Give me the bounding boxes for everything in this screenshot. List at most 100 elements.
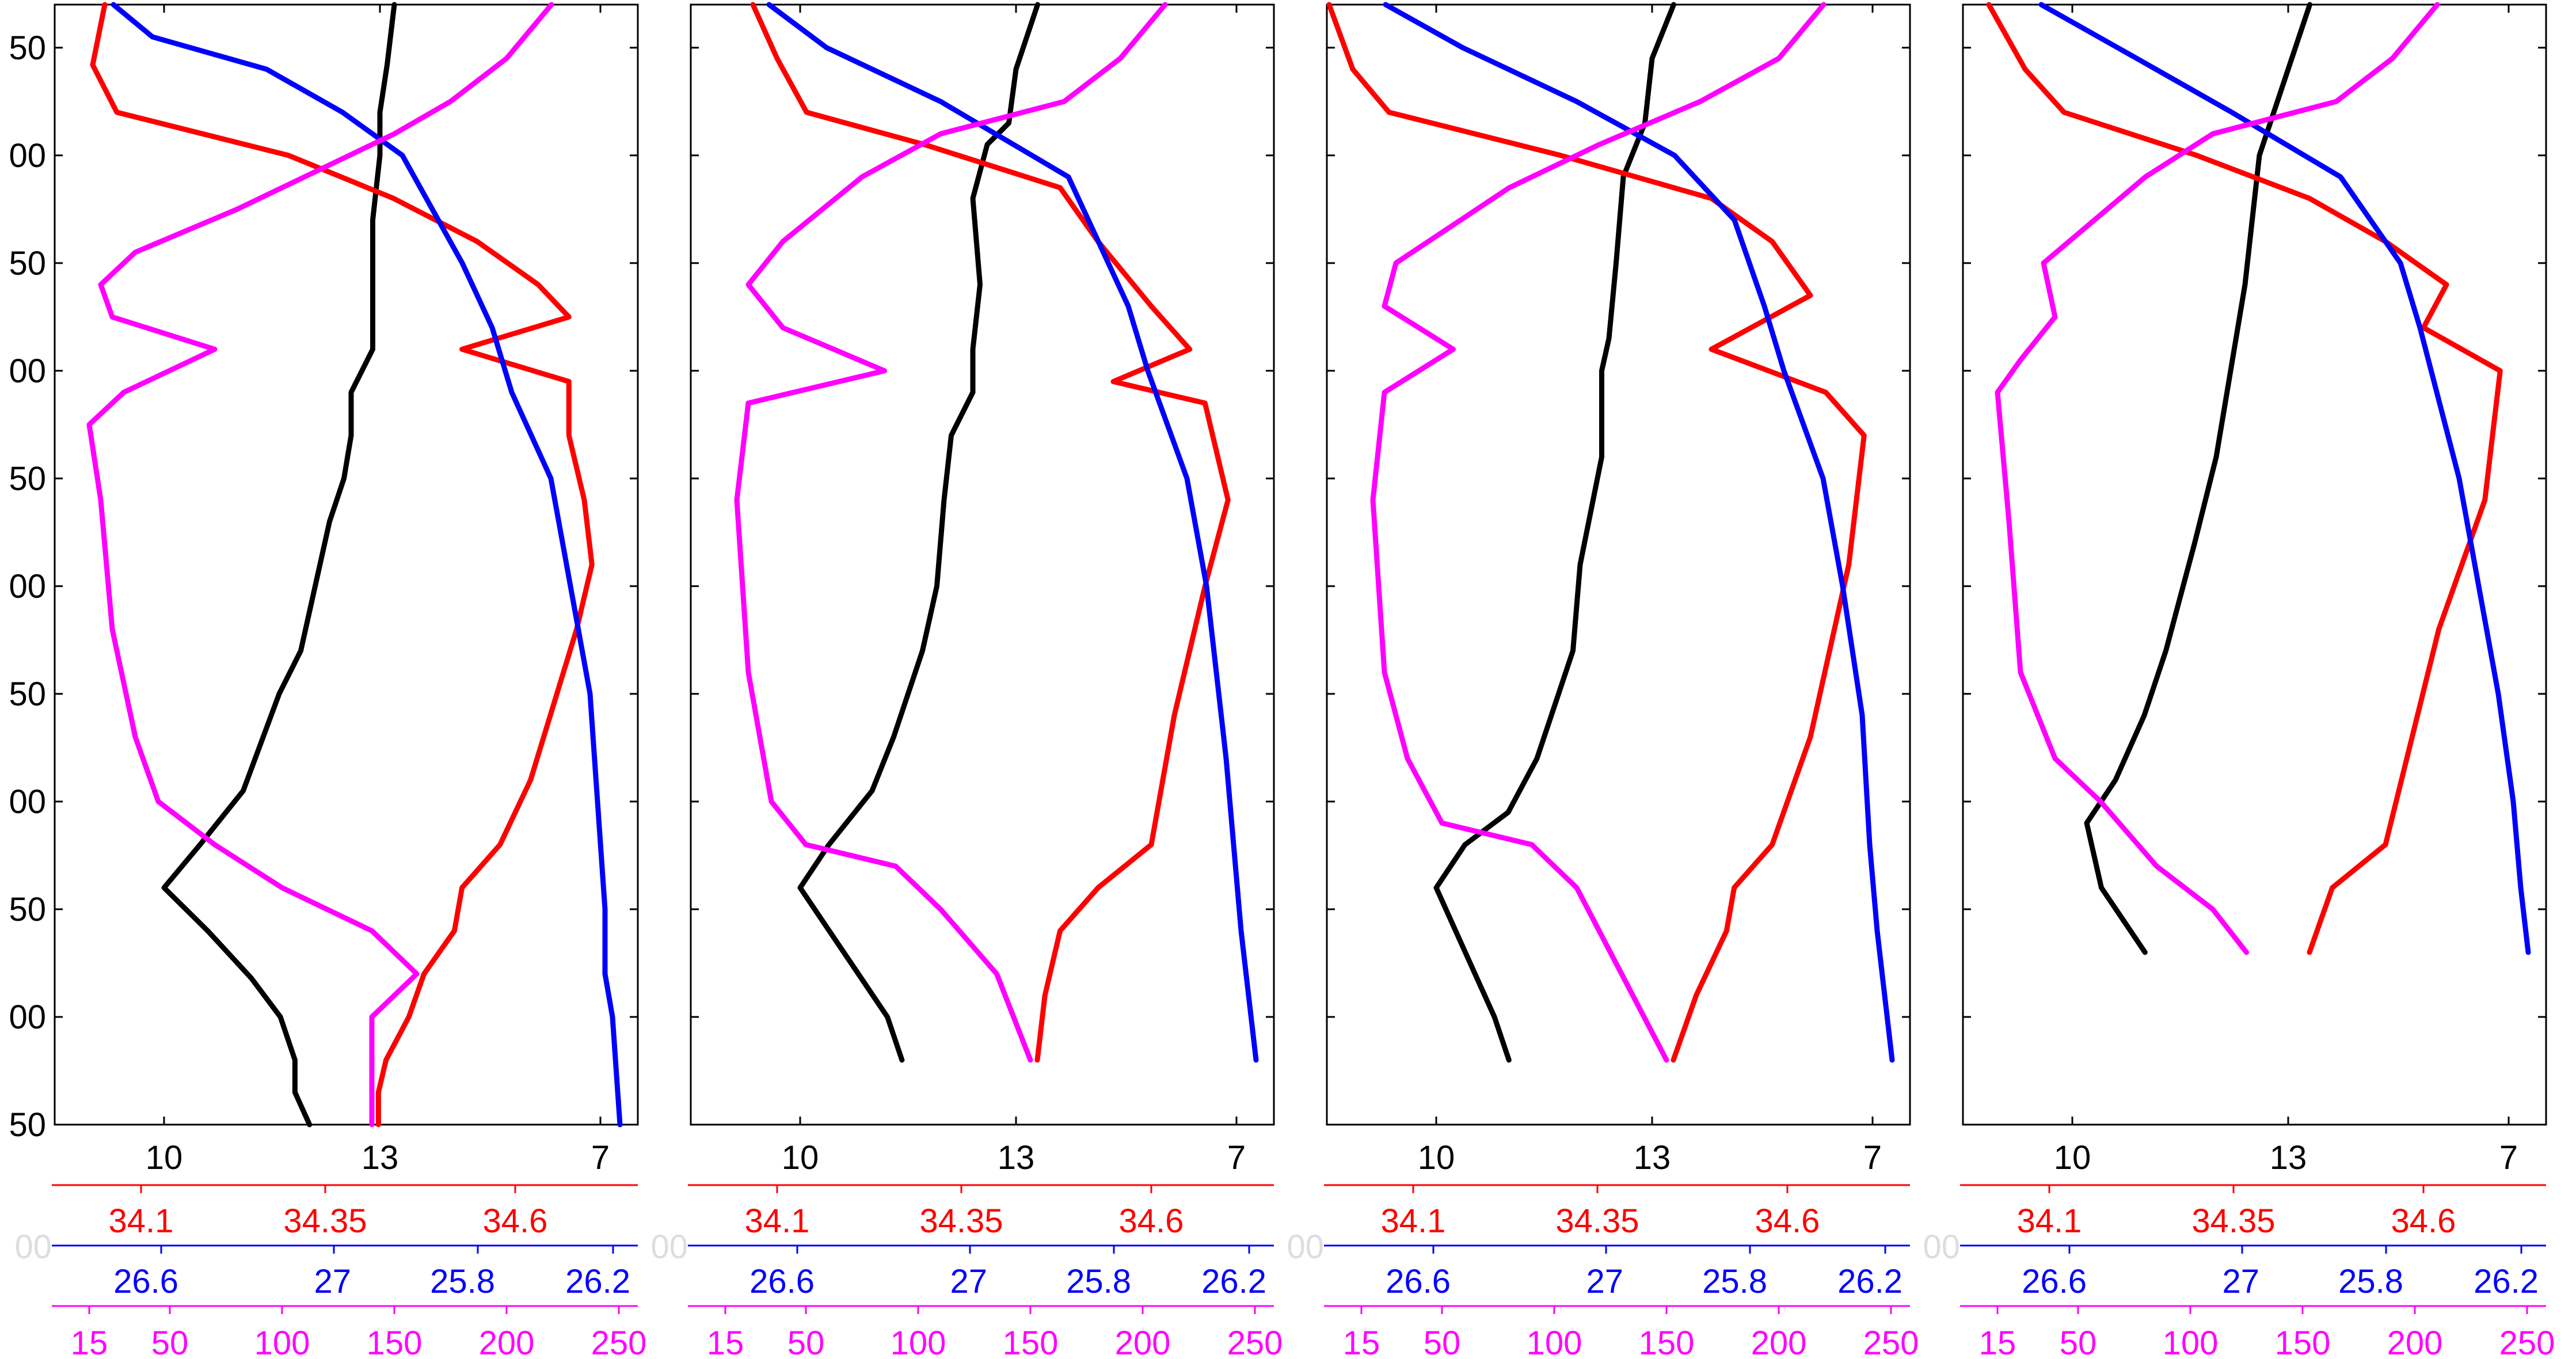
oxygen-profile-line [86, 2, 554, 1128]
temperature-profile-line [161, 2, 397, 1128]
oxygen-tick-label: 150 [367, 1324, 423, 1359]
temperature-tick-label: 13 [998, 1139, 1035, 1176]
oxygen-tick-label: 50 [1424, 1324, 1461, 1359]
density-profile-line [766, 2, 1259, 1063]
salinity-tick-label: 34.6 [483, 1202, 548, 1240]
salinity-tick-label: 34.1 [1381, 1202, 1446, 1240]
faint-axis-label: 00 [1287, 1228, 1324, 1266]
density-profile-line [1383, 2, 1895, 1063]
density-tick-label: 27 [1586, 1263, 1623, 1300]
y-tick-label: 00 [9, 352, 46, 390]
panel-frame [1962, 3, 2547, 1126]
y-tick-label: 50 [9, 29, 46, 67]
oxygen-tick-label: 15 [707, 1324, 744, 1359]
oxygen-tick-label: 50 [787, 1324, 825, 1359]
oxygen-tick-label: 150 [1003, 1324, 1059, 1359]
density-tick-label: 25.8 [430, 1263, 495, 1300]
salinity-tick-label: 34.6 [1119, 1202, 1184, 1240]
temperature-tick-label: 7 [1863, 1139, 1882, 1176]
oxygen-tick-label: 15 [1343, 1324, 1380, 1359]
oxygen-tick-label: 50 [151, 1324, 189, 1359]
salinity-tick-label: 34.1 [745, 1202, 810, 1240]
density-tick-label: 27 [950, 1263, 987, 1300]
oxygen-tick-label: 15 [1979, 1324, 2016, 1359]
temperature-tick-label: 13 [362, 1139, 399, 1176]
oxygen-tick-label: 200 [1115, 1324, 1171, 1359]
y-tick-label: 00 [9, 568, 46, 605]
y-tick-label: 50 [9, 245, 46, 282]
salinity-tick-label: 34.35 [1555, 1202, 1639, 1240]
panel-3 [1326, 2, 1911, 1126]
temperature-tick-label: 7 [591, 1139, 610, 1176]
salinity-profile-line [750, 2, 1231, 1063]
oxygen-tick-label: 200 [2387, 1324, 2443, 1359]
panel-1 [54, 2, 639, 1128]
oxygen-tick-label: 100 [891, 1324, 946, 1359]
density-tick-label: 25.8 [1066, 1263, 1131, 1300]
oxygen-tick-label: 100 [2163, 1324, 2219, 1359]
bottom-axes-panel-4: 10 13 7 34.1 34.35 34.6 26.6 27 25.8 26.2 15 50 100 1… [1923, 1139, 2555, 1359]
oxygen-tick-label: 100 [254, 1324, 310, 1359]
y-tick-label: 50 [9, 675, 46, 713]
density-tick-label: 27 [2222, 1263, 2259, 1300]
y-tick-label: 50 [9, 891, 46, 928]
temperature-tick-label: 7 [1227, 1139, 1246, 1176]
oxygen-tick-label: 250 [1227, 1324, 1283, 1359]
salinity-profile-line [90, 2, 595, 1128]
oxygen-tick-label: 15 [71, 1324, 108, 1359]
faint-axis-label: 00 [14, 1228, 52, 1266]
temperature-profile-line [2084, 2, 2312, 955]
oxygen-tick-label: 100 [1527, 1324, 1582, 1359]
density-profile-line [111, 2, 623, 1128]
salinity-tick-label: 34.35 [2191, 1202, 2275, 1240]
density-tick-label: 26.6 [749, 1263, 815, 1300]
salinity-tick-label: 34.35 [919, 1202, 1003, 1240]
salinity-tick-label: 34.1 [109, 1202, 174, 1240]
salinity-tick-label: 34.6 [1755, 1202, 1820, 1240]
oxygen-profile-line [734, 2, 1168, 1063]
temperature-tick-label: 13 [1634, 1139, 1671, 1176]
panel-4 [1962, 2, 2547, 1126]
temperature-tick-label: 10 [2054, 1139, 2091, 1176]
oxygen-tick-label: 50 [2060, 1324, 2097, 1359]
panel-frame [54, 3, 639, 1126]
oxygen-tick-label: 150 [1639, 1324, 1695, 1359]
density-tick-label: 26.6 [2022, 1263, 2087, 1300]
salinity-profile-line [1326, 2, 1867, 1063]
bottom-axes-panel-3: 10 13 7 34.1 34.35 34.6 26.6 27 25.8 26.2 15 50 100 1… [1287, 1139, 1919, 1359]
salinity-profile-line [1986, 2, 2503, 955]
salinity-tick-label: 34.1 [2017, 1202, 2082, 1240]
temperature-profile-line [797, 2, 1040, 1063]
depth-tick-labels: 50 00 50 00 50 00 50 00 50 00 50 [9, 29, 46, 1144]
density-tick-label: 26.2 [1201, 1263, 1266, 1300]
bottom-axes-panel-1: 10 13 7 34.1 34.35 34.6 26.6 27 25.8 26.2 15 50 100 1… [14, 1139, 646, 1359]
temperature-tick-label: 10 [146, 1139, 183, 1176]
temperature-tick-label: 10 [782, 1139, 819, 1176]
density-tick-label: 27 [314, 1263, 351, 1300]
density-tick-label: 26.6 [1386, 1263, 1451, 1300]
panel-frame [1326, 3, 1911, 1126]
temperature-tick-label: 10 [1418, 1139, 1455, 1176]
oxygen-profile-line [1995, 2, 2440, 955]
temperature-profile-line [1433, 2, 1676, 1063]
density-profile-line [2038, 2, 2531, 955]
density-tick-label: 26.2 [2474, 1263, 2539, 1300]
y-tick-label: 00 [9, 137, 46, 174]
panel-2 [690, 2, 1275, 1126]
density-tick-label: 26.2 [1837, 1263, 1902, 1300]
salinity-tick-label: 34.35 [283, 1202, 367, 1240]
oxygen-tick-label: 200 [479, 1324, 535, 1359]
profile-panels [54, 2, 2547, 1128]
density-tick-label: 26.6 [113, 1263, 178, 1300]
temperature-tick-label: 7 [2499, 1139, 2518, 1176]
y-tick-label: 50 [9, 460, 46, 498]
faint-axis-label: 00 [650, 1228, 688, 1266]
bottom-axes: 10 13 7 34.1 34.35 34.6 26.6 27 25.8 26.2 15 50 100 1… [14, 1139, 2555, 1359]
y-tick-label: 00 [9, 999, 46, 1036]
bottom-axes-panel-2: 10 13 7 34.1 34.35 34.6 26.6 27 25.8 26.2 15 50 100 1… [650, 1139, 1283, 1359]
oxygen-tick-label: 250 [591, 1324, 647, 1359]
panel-frame [690, 3, 1275, 1126]
density-tick-label: 25.8 [1702, 1263, 1767, 1300]
density-tick-label: 25.8 [2338, 1263, 2403, 1300]
